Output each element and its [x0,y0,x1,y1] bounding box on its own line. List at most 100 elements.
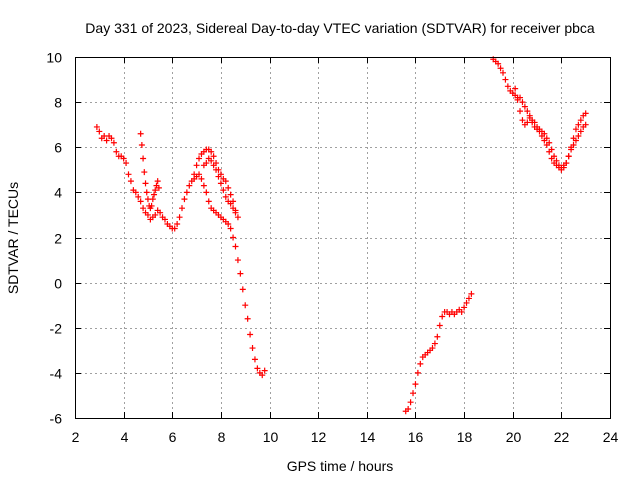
y-tick-label: 4 [54,185,62,201]
data-point [208,148,215,155]
data-point [186,182,193,189]
y-tick-label: 6 [54,140,62,156]
data-point [155,184,162,191]
data-point [407,399,414,406]
data-point [123,160,130,167]
data-point [113,148,120,155]
data-point [565,153,572,160]
x-tick-label: 18 [457,429,473,445]
data-point [575,121,582,128]
data-point [208,157,215,164]
data-point [519,99,526,106]
data-point [140,205,147,212]
data-point [582,121,589,128]
data-point [497,65,504,72]
data-point [140,155,147,162]
data-point [251,356,258,363]
data-point [203,160,210,167]
plot-frame [75,57,611,419]
data-point [181,196,188,203]
data-point [517,108,524,115]
data-point [210,153,217,160]
x-tick-label: 8 [218,429,226,445]
data-point [151,191,158,198]
data-point [468,290,475,297]
y-axis-label: SDTVAR / TECUs [5,182,21,294]
data-point [538,132,545,139]
data-point [521,103,528,110]
data-point [259,372,266,379]
y-tick-labels: -6 -4 -2 0 2 4 6 8 10 [46,50,62,427]
data-point [227,200,234,207]
data-point [526,114,533,121]
data-point [465,295,472,302]
data-point [414,369,421,376]
data-point [495,60,502,67]
data-point [144,211,151,218]
data-point [249,345,256,352]
data-point [103,137,110,144]
data-point [458,308,465,315]
x-tick-label: 22 [554,429,570,445]
data-point [548,155,555,162]
data-point [436,322,443,329]
data-point [110,139,117,146]
y-tick-label: 2 [54,231,62,247]
data-point [247,331,254,338]
y-tick-label: 0 [54,276,62,292]
data-point [431,340,438,347]
data-point [191,171,198,178]
data-point [93,123,100,130]
data-point [500,69,506,76]
data-point [582,110,589,117]
data-point [417,360,424,367]
y-tick-label: -2 [50,321,63,337]
data-point [213,166,220,173]
data-point [157,209,164,216]
y-tick-label: -4 [50,366,63,382]
data-point [232,209,239,216]
x-tick-labels: 2 4 6 8 10 12 14 16 18 20 22 24 [72,429,619,445]
data-point [137,130,144,137]
x-tick-label: 10 [263,429,279,445]
data-point [149,196,156,203]
data-point [227,191,234,198]
data-point [205,198,212,205]
data-point [429,345,436,352]
data-point [543,141,550,148]
data-point [254,365,261,372]
data-point [237,270,244,277]
data-point [203,189,210,196]
data-point [568,144,575,151]
x-tick-label: 2 [72,429,80,445]
x-tick-label: 12 [311,429,327,445]
data-point [154,178,161,185]
data-point [570,135,577,142]
data-point [137,198,144,205]
data-point [504,83,511,90]
y-tick-label: 8 [54,95,62,111]
x-tick-label: 24 [603,429,619,445]
data-point [512,85,519,92]
x-tick-label: 20 [506,429,522,445]
data-point [171,225,178,232]
data-point [176,214,183,221]
data-point [148,202,155,209]
data-point [96,128,103,135]
data-point [225,220,232,227]
data-point [183,189,190,196]
data-point [575,132,582,139]
data-point [514,96,521,103]
data-point [120,155,127,162]
data-point [196,155,203,162]
data-point [563,160,570,167]
data-point [141,169,148,176]
data-point [142,180,149,187]
data-point [217,180,224,187]
chart-title: Day 331 of 2023, Sidereal Day-to-day VTE… [85,20,595,36]
data-point [174,220,181,227]
data-point [405,405,412,412]
data-point [200,182,207,189]
data-point [577,117,584,124]
